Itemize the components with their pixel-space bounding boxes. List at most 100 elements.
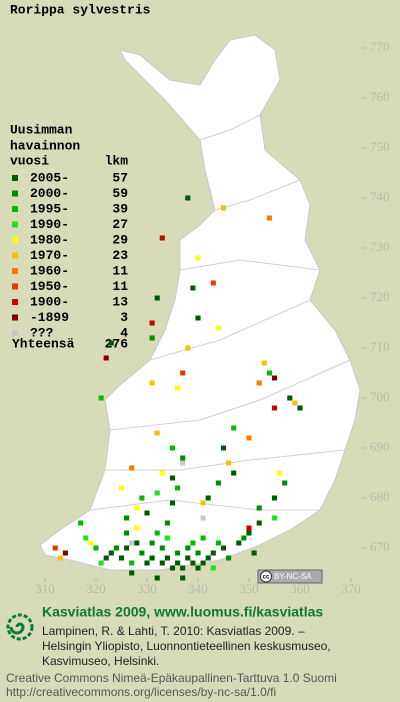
legend-count: 27 bbox=[112, 217, 128, 232]
record-square bbox=[134, 505, 140, 511]
record-square bbox=[246, 530, 252, 536]
y-tick-label: 710 bbox=[370, 339, 390, 354]
record-square bbox=[139, 550, 145, 556]
record-square bbox=[205, 555, 211, 561]
legend-swatch bbox=[12, 268, 18, 274]
record-square bbox=[180, 455, 186, 461]
record-square bbox=[62, 550, 68, 556]
legend-count: 29 bbox=[112, 232, 128, 247]
record-square bbox=[200, 500, 206, 506]
record-square bbox=[144, 510, 150, 516]
legend-header: havainnon bbox=[10, 138, 80, 153]
record-square bbox=[215, 540, 221, 546]
legend-swatch bbox=[12, 237, 18, 243]
record-square bbox=[236, 540, 242, 546]
record-square bbox=[200, 515, 206, 521]
record-square bbox=[271, 375, 278, 381]
record-square bbox=[261, 360, 267, 366]
record-square bbox=[246, 435, 252, 441]
record-square bbox=[205, 495, 211, 501]
record-square bbox=[256, 520, 262, 526]
y-tick-label: 670 bbox=[370, 539, 390, 554]
legend-count: 11 bbox=[112, 279, 128, 294]
record-square bbox=[98, 560, 104, 566]
legend-swatch bbox=[12, 175, 18, 181]
record-square bbox=[282, 480, 288, 486]
record-square bbox=[185, 545, 191, 551]
record-square bbox=[195, 255, 201, 261]
record-square bbox=[195, 565, 201, 571]
legend-header: Uusimman bbox=[10, 122, 73, 137]
record-square bbox=[175, 560, 181, 566]
record-square bbox=[195, 550, 201, 556]
record-square bbox=[124, 545, 130, 551]
legend-swatch bbox=[12, 206, 18, 212]
y-tick-label: 750 bbox=[370, 139, 390, 154]
record-square bbox=[57, 555, 63, 561]
record-square bbox=[134, 540, 140, 546]
footer-title: Kasviatlas 2009, www.luomus.fi/kasviatla… bbox=[42, 604, 323, 620]
x-tick-label: 310 bbox=[35, 581, 55, 596]
license-url: http://creativecommons.org/licenses/by-n… bbox=[6, 685, 276, 699]
record-square bbox=[215, 480, 221, 486]
legend-count: 39 bbox=[112, 201, 128, 216]
legend-count: 3 bbox=[120, 310, 128, 325]
record-square bbox=[231, 425, 237, 431]
record-square bbox=[185, 195, 191, 201]
citation: Lampinen, R. & Lahti, T. 2010: Kasviatla… bbox=[42, 624, 305, 638]
record-square bbox=[220, 545, 227, 551]
map-title: Rorippa sylvestris bbox=[10, 2, 151, 17]
record-square bbox=[108, 340, 114, 346]
record-square bbox=[103, 555, 109, 561]
record-square bbox=[220, 205, 227, 211]
finland-outline bbox=[39, 34, 361, 571]
record-square bbox=[118, 485, 125, 491]
province-borders bbox=[89, 114, 351, 511]
record-square bbox=[52, 545, 58, 551]
record-square bbox=[220, 445, 227, 451]
record-square bbox=[108, 550, 114, 556]
legend-count: 23 bbox=[112, 248, 128, 263]
record-square bbox=[200, 560, 206, 566]
record-square bbox=[190, 285, 196, 291]
badge-box bbox=[257, 569, 323, 584]
legend-label: -1899 bbox=[30, 310, 69, 325]
legend-count: 11 bbox=[112, 263, 128, 278]
x-tick-label: 330 bbox=[137, 581, 157, 596]
record-square bbox=[256, 505, 262, 511]
record-square bbox=[210, 550, 216, 556]
logo bbox=[6, 613, 34, 641]
record-square bbox=[124, 530, 130, 536]
record-square bbox=[124, 515, 130, 521]
record-square bbox=[98, 395, 104, 401]
record-square bbox=[164, 535, 170, 541]
record-square bbox=[215, 325, 221, 331]
record-square bbox=[139, 495, 145, 501]
y-tick-label: 770 bbox=[370, 39, 390, 54]
total-count: 276 bbox=[105, 336, 129, 351]
y-tick-label: 680 bbox=[370, 489, 390, 504]
record-square bbox=[185, 555, 191, 561]
record-square bbox=[129, 540, 135, 546]
legend-label: 1970- bbox=[30, 248, 69, 263]
record-square bbox=[271, 405, 278, 411]
record-square bbox=[266, 370, 272, 376]
record-square bbox=[266, 215, 272, 221]
record-square bbox=[149, 555, 155, 561]
record-square bbox=[190, 560, 196, 566]
record-square bbox=[277, 470, 283, 476]
record-square bbox=[210, 565, 216, 571]
record-square bbox=[159, 470, 165, 476]
record-square bbox=[180, 575, 186, 581]
record-square bbox=[231, 470, 237, 476]
x-tick-label: 350 bbox=[239, 581, 259, 596]
y-tick-label: 760 bbox=[370, 89, 390, 104]
record-square bbox=[180, 565, 186, 571]
record-square bbox=[78, 520, 84, 526]
legend-label: 1950- bbox=[30, 279, 69, 294]
record-square bbox=[129, 560, 135, 566]
legend-swatch bbox=[12, 330, 18, 336]
legend-swatch bbox=[12, 190, 18, 197]
legend-label: 1900- bbox=[30, 294, 69, 309]
